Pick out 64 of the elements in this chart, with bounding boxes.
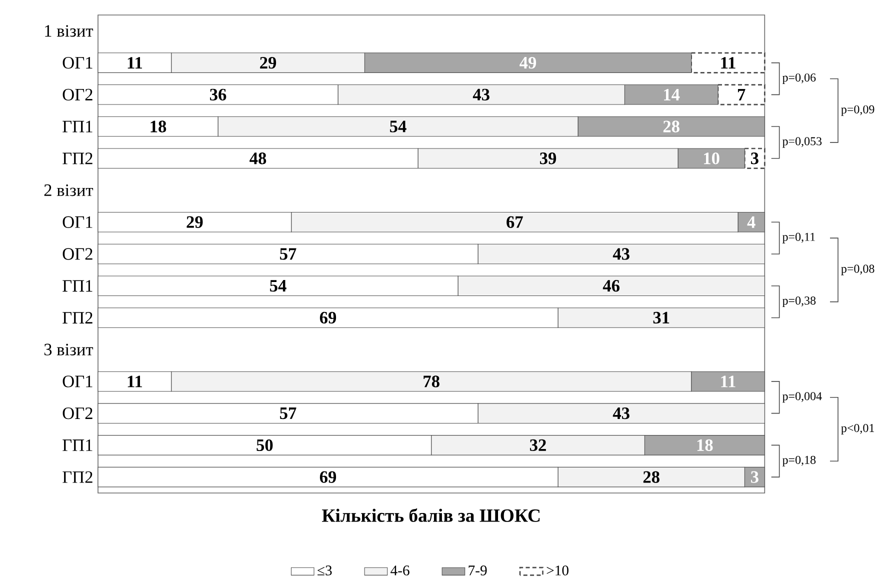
legend-label: >10 [546,566,568,576]
y-tick-label: ОГ1 [62,216,92,228]
y-tick-label: 3 візит [44,344,94,356]
legend-label: ≤3 [318,566,332,576]
y-tick-label: 1 візит [45,25,94,37]
data-label: 32 [530,440,546,452]
data-label: 29 [260,57,276,69]
data-label: 43 [472,89,490,101]
text: p=0,053 [782,137,822,148]
text: p=0,004 [782,392,822,403]
data-label: 43 [612,248,630,260]
data-label: 11 [128,376,142,388]
data-label: 49 [520,57,536,69]
data-label: 39 [540,152,556,164]
y-tick-label: ОГ2 [62,248,92,260]
legend-label: 7-9 [468,566,487,576]
data-label: 29 [186,216,203,228]
data-label: 67 [506,216,523,228]
y-tick-label: ОГ2 [62,89,92,101]
data-label: 3 [750,471,758,484]
y-tick-label: ОГ2 [62,408,92,420]
legend-label: 4-6 [390,566,410,576]
data-label: 57 [280,248,296,260]
y-tick-label: ГП2 [62,152,92,164]
text: p=0,11 [782,232,815,244]
y-tick-label: ГП1 [62,280,92,292]
data-label: 18 [150,120,166,133]
text: p=0,38 [782,296,816,308]
data-label: 50 [256,440,273,452]
y-tick-label: ОГ1 [62,376,92,388]
y-tick-label: ГП2 [62,312,92,324]
data-label: 54 [390,120,406,133]
x-axis-title: Кількість балів за ШОКС [322,508,540,522]
data-label: 54 [270,280,286,292]
text: p=0,09 [841,106,874,116]
data-label: 28 [663,120,680,133]
data-label: 4 [747,216,756,228]
text: p=0,06 [782,74,816,84]
data-label: 69 [320,471,336,484]
data-label: 3 [750,152,758,164]
y-tick-label: ГП1 [62,121,92,132]
data-label: 36 [210,89,226,101]
data-label: 14 [664,89,680,101]
y-tick-label: ОГ1 [62,57,92,69]
text: p=0,18 [782,456,816,467]
data-label: 28 [643,471,660,484]
data-label: 78 [424,376,440,388]
data-label: 18 [697,440,713,452]
data-label: 7 [738,89,746,101]
y-tick-label: ГП1 [62,440,92,452]
text: p<0,01 [841,424,874,435]
data-label: 43 [612,408,630,420]
data-label: 46 [602,280,620,292]
data-label: 57 [280,408,296,420]
data-label: 10 [704,152,720,164]
data-label: 48 [250,152,266,164]
data-label: 11 [721,57,736,69]
data-label: 69 [320,312,336,324]
data-label: 11 [128,57,142,69]
data-label: 31 [653,312,670,324]
text: p=0,08 [841,264,874,276]
y-tick-label: 2 візит [44,184,94,196]
y-tick-label: ГП2 [62,472,92,483]
data-label: 11 [721,376,736,388]
